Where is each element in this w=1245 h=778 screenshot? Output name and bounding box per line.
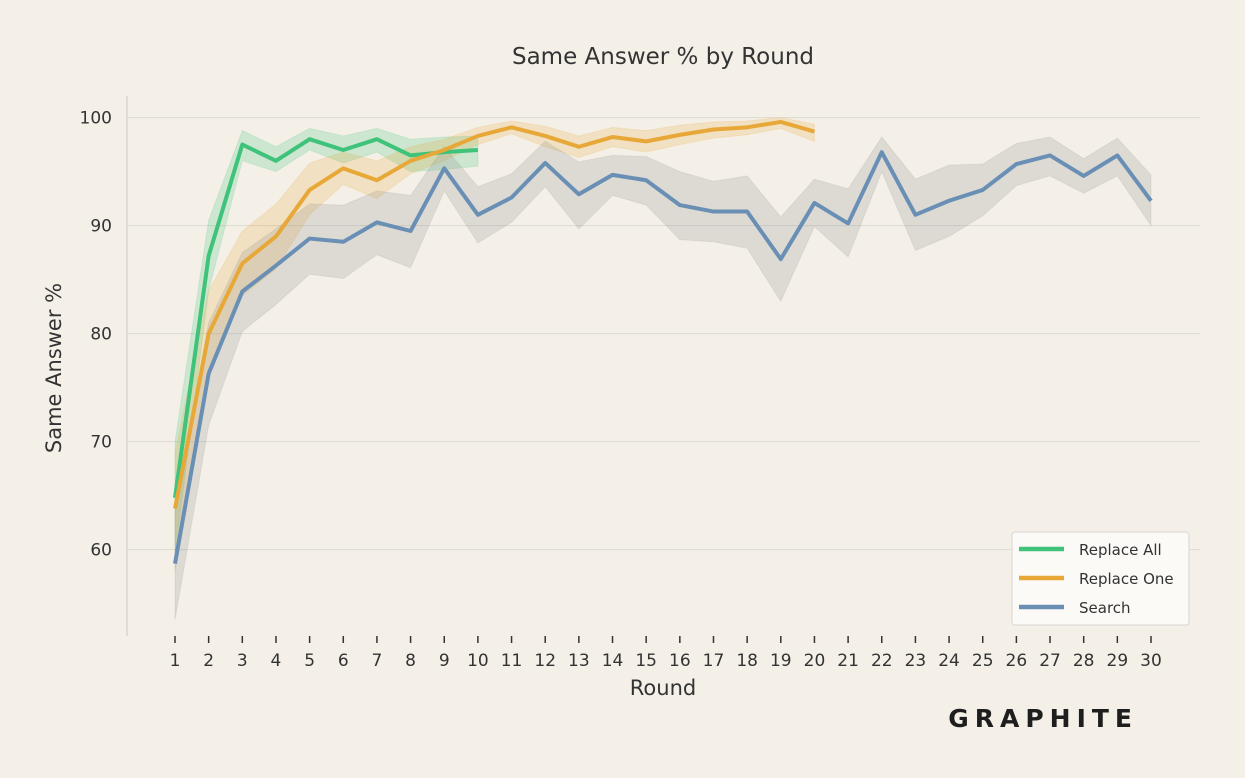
x-axis-label: Round	[630, 676, 696, 700]
y-tick-label: 80	[90, 325, 112, 345]
x-tick-label: 17	[703, 651, 725, 671]
x-tick-label: 26	[1006, 651, 1028, 671]
search-confidence-band	[174, 136, 1152, 620]
x-tick-label: 29	[1107, 651, 1129, 671]
x-tick-label: 11	[501, 651, 523, 671]
x-tick-label: 14	[602, 651, 624, 671]
x-tick-label: 19	[770, 651, 792, 671]
x-tick-label: 4	[271, 651, 282, 671]
series-lines	[173, 119, 1153, 564]
y-tick-label: 60	[90, 541, 112, 561]
x-ticks: 1 2 3 4 5 6 7 8 9 10 11 12 13 14 15 16 17 18 19 20 21 22 23 24 2…	[170, 636, 1162, 671]
y-ticks: 60 70 80 90 100	[80, 109, 112, 561]
x-tick-label: 5	[304, 651, 315, 671]
legend-label-replace-all: Replace All	[1079, 541, 1162, 559]
chart-title: Same Answer % by Round	[512, 44, 814, 70]
x-tick-label: 18	[736, 651, 758, 671]
x-tick-label: 30	[1140, 651, 1162, 671]
x-tick-label: 12	[534, 651, 556, 671]
x-tick-label: 3	[237, 651, 248, 671]
x-tick-label: 10	[467, 651, 489, 671]
x-tick-label: 25	[972, 651, 994, 671]
x-tick-label: 20	[804, 651, 826, 671]
x-tick-label: 8	[405, 651, 416, 671]
x-tick-label: 24	[938, 651, 960, 671]
replace-one-line	[173, 119, 816, 509]
legend-label-replace-one: Replace One	[1079, 570, 1174, 588]
legend-box	[1011, 531, 1190, 626]
y-tick-label: 90	[90, 217, 112, 237]
x-tick-label: 6	[338, 651, 349, 671]
replace-all-confidence-band	[174, 127, 479, 556]
x-tick-label: 15	[635, 651, 657, 671]
x-tick-label: 22	[871, 651, 893, 671]
x-tick-label: 1	[170, 651, 181, 671]
x-tick-label: 13	[568, 651, 590, 671]
x-tick-label: 9	[439, 651, 450, 671]
brand-logo: GRAPHITE	[948, 704, 1138, 733]
x-tick-label: 21	[837, 651, 859, 671]
x-tick-label: 7	[372, 651, 383, 671]
y-axis-label: Same Answer %	[42, 283, 66, 453]
x-tick-label: 27	[1039, 651, 1061, 671]
legend-label-search: Search	[1079, 599, 1131, 617]
x-tick-label: 2	[203, 651, 214, 671]
y-tick-label: 70	[90, 433, 112, 453]
search-line	[173, 150, 1153, 564]
x-tick-label: 28	[1073, 651, 1095, 671]
x-tick-label: 16	[669, 651, 691, 671]
x-tick-label: 23	[905, 651, 927, 671]
y-tick-label: 100	[80, 109, 112, 129]
legend: Replace All Replace One Search	[1011, 531, 1190, 626]
